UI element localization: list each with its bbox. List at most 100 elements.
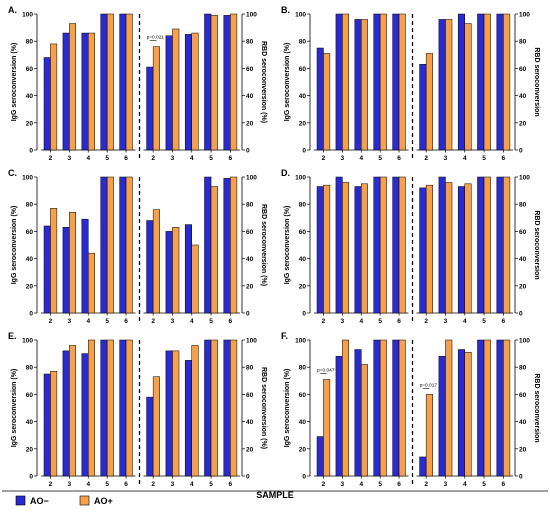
bar-ao-minus (496, 339, 504, 477)
bar-ao-minus (457, 13, 465, 151)
y-tick-label-left: 80 (299, 202, 307, 209)
y-tick-label-left: 20 (299, 283, 307, 290)
bar-ao-minus (165, 231, 173, 314)
bar-ao-minus (354, 349, 362, 477)
bar-ao-minus (316, 186, 324, 314)
bar-ao-plus (342, 182, 350, 314)
bar-ao-minus (373, 13, 381, 151)
bar-ao-minus (373, 176, 381, 314)
x-tick-label: 2 (322, 155, 326, 162)
bar-ao-minus (100, 339, 108, 477)
bar-ao-plus (50, 43, 58, 151)
bar-ao-plus (361, 183, 368, 314)
x-tick-label: 4 (463, 481, 467, 488)
y-tick-label-right: 0 (519, 311, 523, 318)
bar-ao-minus (496, 176, 504, 314)
x-tick-label: 6 (229, 155, 233, 162)
bar-ao-minus (392, 339, 400, 477)
x-tick-label: 5 (209, 318, 213, 325)
bar-ao-plus (342, 13, 350, 151)
y-tick-label-left: 0 (302, 474, 306, 481)
bar-ao-plus (445, 339, 453, 477)
bar-ao-minus (223, 178, 231, 314)
p-value-annotation: p=0.047 (317, 367, 335, 373)
y-tick-label-left: 0 (29, 148, 33, 155)
panel-d: D. 0 0 20 20 40 40 60 60 80 80 100 100 IgG seroconver… (281, 168, 540, 325)
x-tick-label: 4 (463, 318, 467, 325)
y-tick-label-left: 20 (26, 120, 34, 127)
x-tick-label: 6 (502, 481, 506, 488)
x-tick-label: 6 (124, 481, 128, 488)
bar-ao-minus (62, 227, 70, 314)
panel-label: C. (8, 168, 17, 178)
y-tick-label-left: 80 (26, 365, 34, 372)
bar-ao-plus (503, 339, 511, 477)
x-tick-label: 2 (151, 318, 155, 325)
bar-ao-plus (152, 209, 160, 314)
y-tick-label-left: 80 (26, 202, 34, 209)
x-tick-label: 5 (378, 481, 382, 488)
y-tick-label-left: 40 (299, 93, 307, 100)
bar-ao-minus (419, 64, 427, 151)
bar-ao-plus (464, 183, 472, 314)
y-axis-title-right: RBD seroconversion (%) (260, 367, 267, 449)
legend-label-ao-plus: AO+ (94, 496, 113, 506)
bar-ao-plus (172, 227, 180, 314)
y-axis-title-right: RBD seroconversion (%) (260, 41, 267, 123)
legend-swatch-ao-minus (15, 495, 26, 506)
bar-ao-plus (69, 23, 77, 151)
x-tick-label: 3 (171, 481, 175, 488)
y-tick-label-right: 60 (246, 229, 254, 236)
y-tick-label-right: 20 (246, 283, 254, 290)
x-tick-label: 6 (397, 481, 401, 488)
bar-ao-minus (419, 456, 427, 477)
panel-label: D. (281, 168, 290, 178)
legend-swatch-ao-plus (79, 495, 90, 506)
bar-ao-minus (438, 19, 446, 151)
y-tick-label-left: 40 (299, 419, 307, 426)
bar-ao-minus (204, 176, 212, 314)
bar-ao-minus (146, 66, 154, 151)
y-tick-label-right: 0 (519, 474, 523, 481)
bar-ao-plus (125, 13, 133, 151)
bar-ao-plus (172, 350, 180, 477)
y-tick-label-right: 0 (519, 148, 523, 155)
bar-ao-plus (361, 19, 368, 151)
x-tick-label: 5 (105, 155, 109, 162)
x-tick-label: 4 (359, 481, 363, 488)
x-tick-label: 3 (171, 155, 175, 162)
y-tick-label-right: 0 (246, 311, 250, 318)
x-tick-label: 6 (502, 155, 506, 162)
bar-ao-plus (106, 339, 114, 477)
bar-ao-minus (457, 186, 465, 314)
bar-ao-minus (335, 356, 343, 477)
bar-ao-minus (438, 356, 446, 477)
x-tick-label: 4 (359, 318, 363, 325)
bar-ao-plus (483, 339, 491, 477)
bar-ao-minus (438, 176, 446, 314)
bar-ao-minus (477, 339, 485, 477)
x-tick-label: 3 (444, 481, 448, 488)
y-tick-label-right: 20 (246, 120, 254, 127)
bar-ao-minus (81, 218, 89, 314)
bar-ao-minus (316, 436, 324, 477)
bar-ao-minus (165, 350, 173, 477)
bar-ao-plus (379, 13, 387, 151)
x-tick-label: 5 (482, 318, 486, 325)
x-tick-label: 4 (86, 318, 90, 325)
bar-ao-minus (119, 176, 127, 314)
bar-ao-plus (152, 376, 160, 477)
bar-ao-plus (398, 13, 406, 151)
bar-ao-plus (464, 351, 472, 477)
y-tick-label-right: 40 (246, 93, 254, 100)
bar-ao-minus (477, 13, 485, 151)
bar-ao-minus (146, 396, 154, 477)
y-tick-label-left: 60 (26, 392, 34, 399)
bar-ao-plus (483, 13, 491, 151)
x-tick-label: 6 (124, 155, 128, 162)
y-tick-label-left: 80 (299, 39, 307, 46)
bar-ao-plus (464, 23, 472, 151)
y-tick-label-right: 20 (519, 120, 527, 127)
bar-ao-plus (106, 176, 114, 314)
